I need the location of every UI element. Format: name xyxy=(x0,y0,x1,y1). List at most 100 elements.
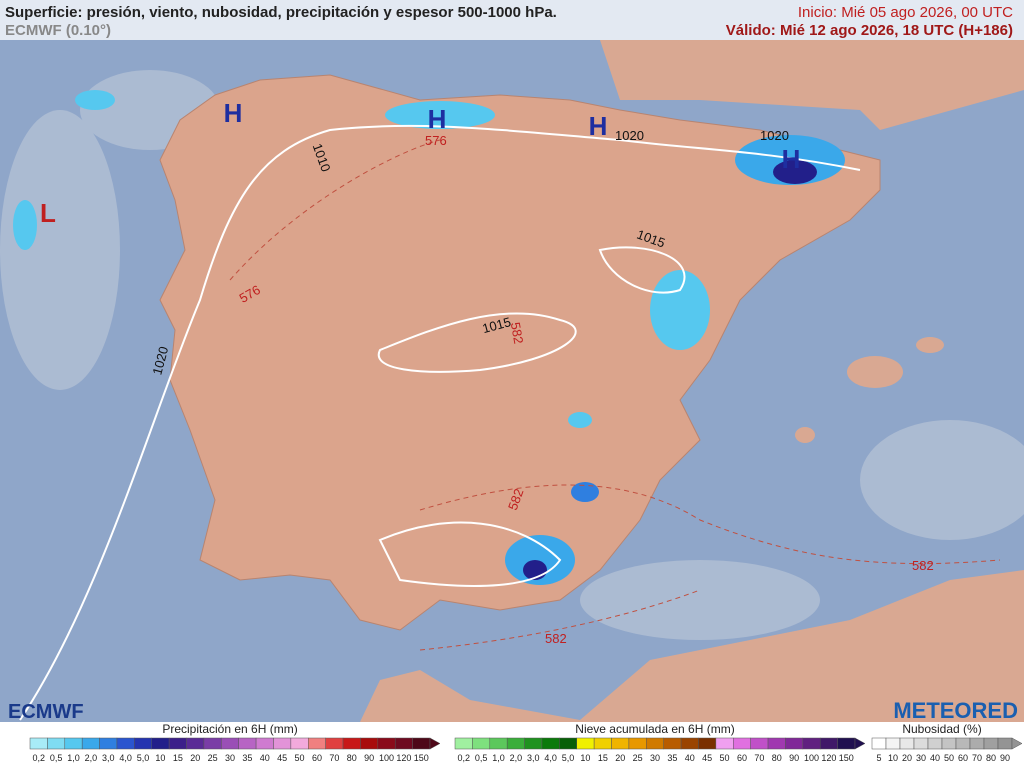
legend-label: 0,5 xyxy=(50,753,63,763)
legend-label: 40 xyxy=(260,753,270,763)
thickness-label: 582 xyxy=(545,631,567,646)
title: Superficie: presión, viento, nubosidad, … xyxy=(5,4,557,21)
legend-label: 5,0 xyxy=(562,753,575,763)
legend-label: 4,0 xyxy=(544,753,557,763)
legend-label: 80 xyxy=(986,753,996,763)
legend-swatch xyxy=(927,737,943,750)
thickness-label: 582 xyxy=(508,321,527,345)
legend-swatch xyxy=(186,737,205,750)
legend-swatch xyxy=(997,737,1013,750)
legend-swatch xyxy=(506,737,525,750)
legend-swatch xyxy=(255,737,274,750)
legend-label: 2,0 xyxy=(510,753,523,763)
legend-swatch xyxy=(733,737,751,750)
legend-swatch xyxy=(715,737,734,750)
legend-label: 70 xyxy=(972,753,982,763)
legend-swatch xyxy=(802,737,821,750)
legend-label: 20 xyxy=(190,753,200,763)
legend-label: 0,5 xyxy=(475,753,488,763)
legend-label: 30 xyxy=(650,753,660,763)
init-time: Inicio: Mié 05 ago 2026, 00 UTC xyxy=(798,4,1013,21)
legend-label: 50 xyxy=(944,753,954,763)
legend-label: 10 xyxy=(580,753,590,763)
logo-meteored: METEORED xyxy=(893,698,1018,723)
legend-label: 90 xyxy=(364,753,374,763)
legend-label: 120 xyxy=(821,753,836,763)
legend-label: 10 xyxy=(155,753,165,763)
isobar-label: 1020 xyxy=(149,345,171,377)
high-center: H xyxy=(224,98,243,128)
legend-label: 100 xyxy=(379,753,394,763)
legend-label: 5 xyxy=(876,753,881,763)
legend-swatch xyxy=(81,737,100,750)
legend-label: 70 xyxy=(754,753,764,763)
legend-swatch xyxy=(377,737,396,750)
legend-label: 25 xyxy=(208,753,218,763)
legend-swatch xyxy=(913,737,929,750)
legend-arrow xyxy=(429,737,441,750)
legend-label: 30 xyxy=(916,753,926,763)
legend-swatch xyxy=(750,737,769,750)
legend-swatch xyxy=(454,737,473,750)
thickness-label: 582 xyxy=(912,558,934,573)
high-center: H xyxy=(428,104,447,134)
legend-swatch xyxy=(412,737,431,750)
legend-swatch xyxy=(116,737,135,750)
legend-label: 40 xyxy=(685,753,695,763)
legend-swatch xyxy=(524,737,543,750)
legend-swatch xyxy=(767,737,786,750)
legend-label: 60 xyxy=(958,753,968,763)
legend-swatch xyxy=(273,737,292,750)
legend-swatch xyxy=(680,737,699,750)
isobar-label: 1020 xyxy=(760,128,789,143)
legend-label: 4,0 xyxy=(119,753,132,763)
legend-swatch xyxy=(360,737,379,750)
legend-swatch xyxy=(955,737,971,750)
land-iberia xyxy=(159,74,881,631)
legend-swatch xyxy=(663,737,682,750)
legend-swatch xyxy=(785,737,804,750)
legend-swatch xyxy=(698,737,717,750)
legend-title: Nieve acumulada en 6H (mm) xyxy=(575,722,734,736)
legend-label: 150 xyxy=(414,753,429,763)
legend-swatch xyxy=(47,737,66,750)
legend-label: 15 xyxy=(598,753,608,763)
legend-label: 1,0 xyxy=(67,753,80,763)
high-center: H xyxy=(589,111,608,141)
legend-label: 40 xyxy=(930,753,940,763)
legend-label: 45 xyxy=(277,753,287,763)
legend-swatch xyxy=(221,737,239,750)
legend-swatch xyxy=(576,737,595,750)
legend-label: 5,0 xyxy=(137,753,150,763)
legend-swatch xyxy=(134,737,152,750)
legend-arrow xyxy=(1011,737,1023,750)
legend-swatch xyxy=(899,737,915,750)
legend-label: 90 xyxy=(1000,753,1010,763)
legend-label: 45 xyxy=(702,753,712,763)
legend-label: 80 xyxy=(772,753,782,763)
legend-swatch xyxy=(64,737,83,750)
land-africa xyxy=(360,570,1024,722)
low-center: L xyxy=(40,198,56,228)
legend-swatch xyxy=(203,737,222,750)
legend-label: 0,2 xyxy=(457,753,470,763)
legend-swatch xyxy=(611,737,630,750)
legend-swatch xyxy=(99,737,118,750)
legend-label: 35 xyxy=(667,753,677,763)
legend-swatch xyxy=(593,737,612,750)
thickness-label: 582 xyxy=(505,487,527,513)
legend-label: 35 xyxy=(242,753,252,763)
legend-swatch xyxy=(342,737,361,750)
legend-label: 10 xyxy=(888,753,898,763)
legend-swatch xyxy=(168,737,187,750)
legend-label: 50 xyxy=(295,753,305,763)
legend-swatch xyxy=(489,737,508,750)
legend-swatch xyxy=(541,737,560,750)
legend-label: 60 xyxy=(312,753,322,763)
legend-swatch xyxy=(837,737,856,750)
legend-label: 15 xyxy=(173,753,183,763)
high-center: H xyxy=(782,144,801,174)
balearics xyxy=(795,337,944,443)
isobar-lines xyxy=(19,124,861,721)
legend-swatch xyxy=(308,737,326,750)
